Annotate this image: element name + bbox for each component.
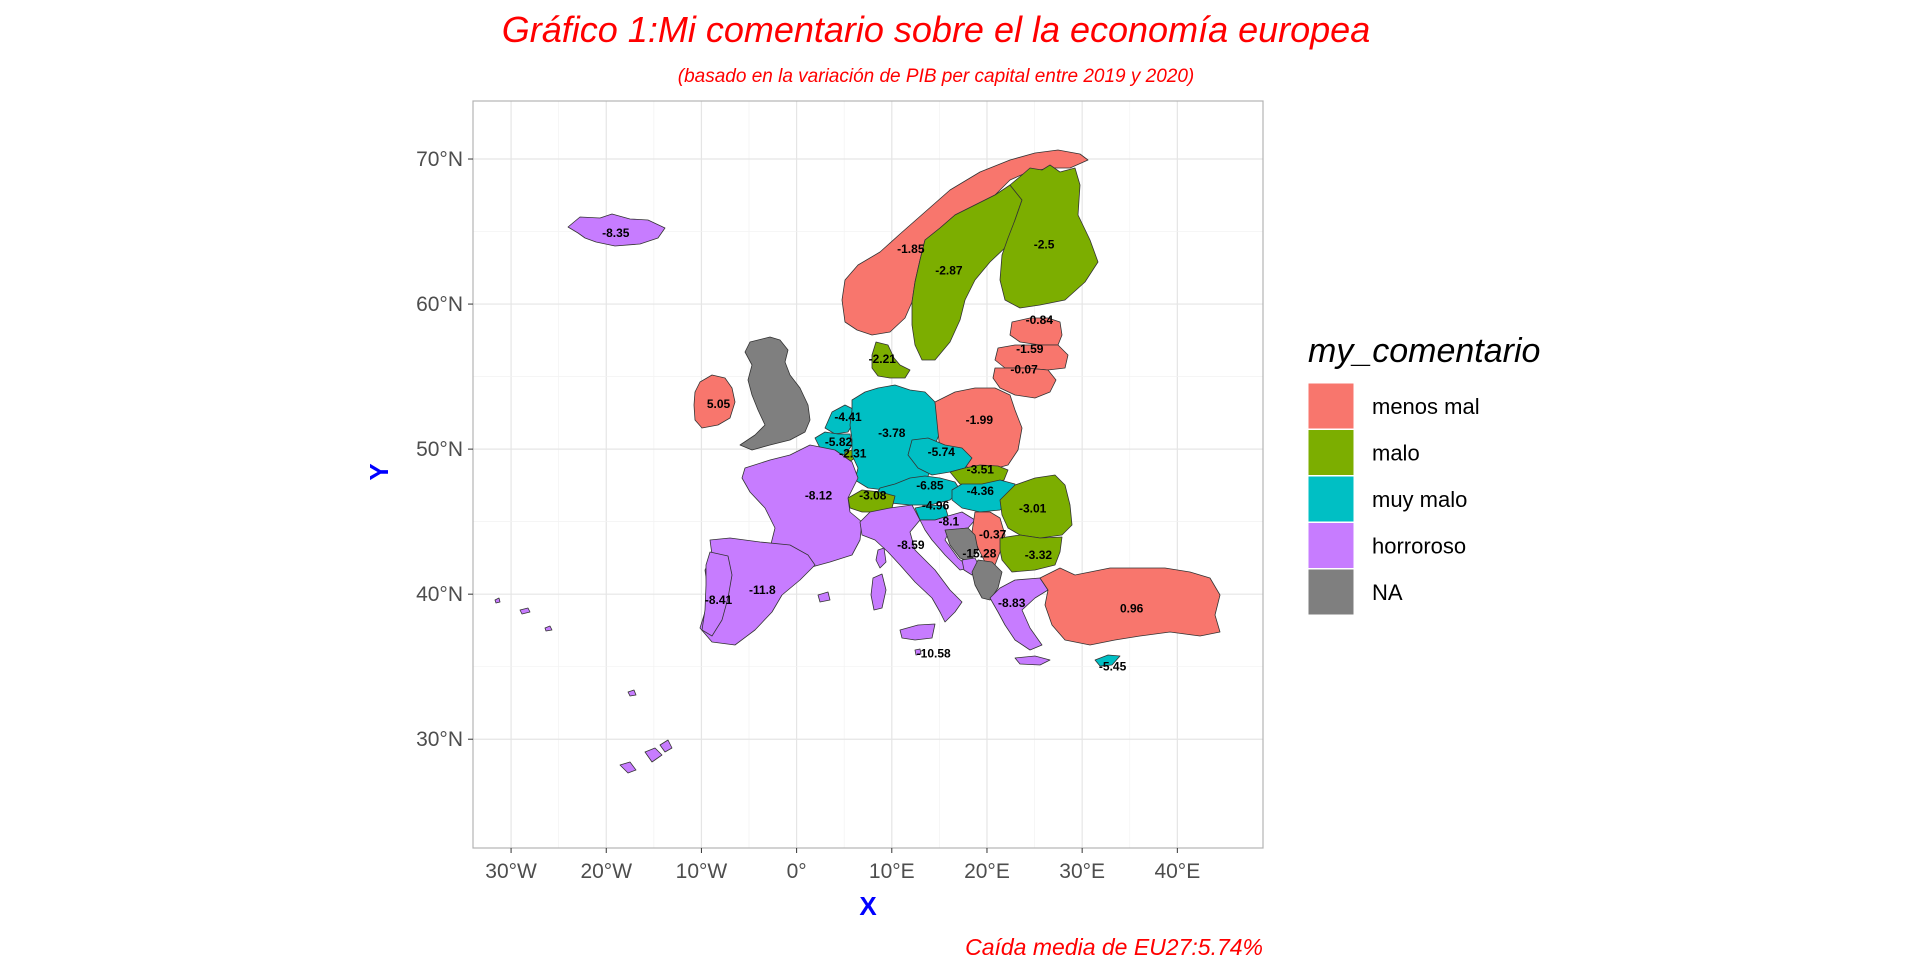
value-label: -0.84	[1026, 313, 1054, 327]
caption: Caída media de EU27:5.74%	[965, 934, 1263, 960]
value-label: -4.41	[834, 410, 862, 424]
value-label: -6.85	[916, 478, 944, 492]
country-cyprus	[1094, 654, 1121, 667]
legend: my_comentario menos mal malo muy malo horro…	[1307, 332, 1540, 616]
value-label: -1.59	[1016, 342, 1044, 356]
x-tick-label: 30°E	[1059, 860, 1105, 883]
x-tick-label: 10°W	[676, 860, 728, 883]
panel-border	[472, 100, 1264, 849]
value-label: 0.96	[1120, 602, 1144, 616]
country-atlantic-islands	[494, 597, 637, 697]
x-axis-ticks: 30°W 20°W 10°W 0° 10°E 20°E 30°E 40°E	[485, 848, 1200, 883]
legend-label: malo	[1372, 441, 1420, 466]
value-label: -11.8	[749, 583, 776, 597]
y-tick-label: 40°N	[416, 583, 463, 606]
y-tick-label: 70°N	[416, 148, 463, 171]
y-axis-ticks: 30°N 40°N 50°N 60°N 70°N	[416, 148, 473, 751]
y-tick-label: 60°N	[416, 293, 463, 316]
value-label: -8.83	[998, 596, 1026, 610]
legend-swatch	[1307, 568, 1355, 616]
value-label: -8.12	[805, 489, 833, 503]
value-label: -2.21	[869, 352, 897, 366]
country-portugal	[701, 551, 733, 637]
country-italy	[859, 504, 963, 623]
value-label: -5.82	[825, 435, 853, 449]
country-iceland	[567, 213, 666, 247]
value-label: -0.07	[1010, 362, 1038, 376]
country-united-kingdom	[739, 336, 811, 451]
country-balearic-islands	[817, 591, 831, 603]
country-polygons	[494, 149, 1221, 774]
value-label: -5.74	[928, 445, 956, 459]
value-label: -2.5	[1034, 238, 1055, 252]
country-latvia	[994, 344, 1069, 371]
value-label: -2.31	[839, 446, 867, 460]
country-sicily	[899, 623, 936, 641]
x-tick-label: 20°W	[580, 860, 632, 883]
value-label: -3.32	[1025, 548, 1053, 562]
x-tick-label: 10°E	[869, 860, 915, 883]
country-corsica	[875, 547, 887, 569]
legend-swatch	[1307, 522, 1355, 569]
country-denmark	[871, 341, 911, 379]
country-turkey	[1039, 567, 1221, 646]
country-france	[741, 444, 863, 573]
value-label: -4.96	[922, 499, 950, 513]
country-croatia	[919, 511, 976, 571]
value-label: -2.87	[935, 264, 963, 278]
x-tick-label: 0°	[787, 860, 807, 883]
value-label: -0.37	[979, 528, 1007, 542]
legend-items: menos mal malo muy malo horroroso NA	[1307, 382, 1480, 616]
value-label: -5.45	[1099, 660, 1127, 674]
x-tick-label: 30°W	[485, 860, 537, 883]
chart-title: Gráfico 1:Mi comentario sobre el la econ…	[502, 9, 1370, 50]
country-western-balkans-na	[971, 559, 1003, 601]
legend-swatch	[1307, 429, 1355, 476]
y-tick-label: 30°N	[416, 728, 463, 751]
legend-label: menos mal	[1372, 394, 1480, 419]
value-label: -10.58	[917, 647, 951, 661]
country-bulgaria	[999, 534, 1063, 573]
value-label: -8.59	[897, 538, 925, 552]
x-tick-label: 20°E	[964, 860, 1010, 883]
value-labels: -8.35 -1.85 -2.87 -2.5 -0.84 -1.59 -0.07 -2.21 5…	[602, 226, 1144, 674]
x-tick-label: 40°E	[1154, 860, 1200, 883]
legend-title: my_comentario	[1308, 332, 1540, 370]
y-axis-title: Y	[364, 463, 394, 480]
value-label: 5.05	[707, 397, 731, 411]
country-lithuania	[992, 367, 1057, 399]
value-label: -4.36	[967, 484, 995, 498]
value-label: -3.01	[1019, 502, 1047, 516]
value-label: -3.51	[967, 462, 995, 476]
chart-subtitle: (basado en la variación de PIB per capit…	[678, 66, 1195, 87]
legend-swatch	[1307, 382, 1355, 430]
legend-label: NA	[1372, 580, 1403, 605]
country-canary-islands	[619, 739, 673, 774]
country-greece	[989, 577, 1049, 651]
country-romania	[999, 474, 1073, 539]
country-bosnia	[944, 527, 979, 563]
country-estonia	[1009, 317, 1063, 346]
value-label: -8.41	[705, 593, 733, 607]
value-label: -8.1	[939, 515, 960, 529]
country-finland	[999, 164, 1099, 309]
value-label: -1.99	[966, 413, 994, 427]
value-label: -1.85	[897, 242, 925, 256]
x-axis-title: X	[859, 891, 877, 921]
legend-label: muy malo	[1372, 487, 1467, 512]
value-label: -15.28	[962, 547, 996, 561]
value-label: -3.78	[878, 426, 906, 440]
value-label: -8.35	[602, 226, 630, 240]
legend-label: horroroso	[1372, 534, 1466, 559]
country-malta	[914, 648, 922, 656]
y-tick-label: 50°N	[416, 438, 463, 461]
country-sardinia	[870, 573, 887, 611]
legend-swatch	[1307, 475, 1355, 523]
value-label: -3.08	[859, 489, 887, 503]
country-ireland	[693, 374, 736, 429]
country-crete	[1014, 655, 1051, 666]
